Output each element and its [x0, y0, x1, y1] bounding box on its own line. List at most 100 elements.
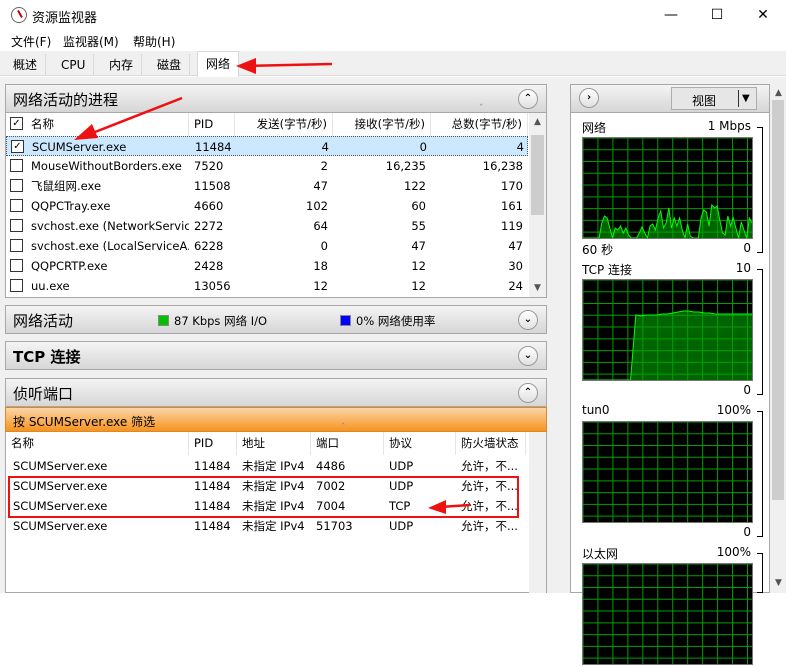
table-row[interactable]: svchost.exe (NetworkServic... 2272 64 55 119 [6, 216, 528, 236]
column-header-port[interactable]: ˆ 端口 [311, 424, 384, 455]
listening-section-header[interactable]: 侦听端口 ⌃ [5, 378, 547, 407]
pid: 11484 [195, 140, 232, 154]
tab-network[interactable]: 网络 [197, 51, 240, 77]
graph-chart [582, 279, 753, 381]
address: 未指定 IPv4 [242, 519, 305, 533]
processes-table: ✓ 名称 PID 发送(字节/秒) 接收(字节/秒) ˇ 总数(字节/秒) ✓ SCU… [5, 105, 547, 298]
receive-rate: 0 [419, 140, 427, 154]
pid: 7520 [194, 159, 224, 173]
graph-scale-bracket [757, 127, 763, 253]
total-rate: 170 [501, 179, 523, 193]
row-checkbox[interactable] [10, 199, 23, 212]
table-row[interactable]: QQPCRTP.exe 2428 18 12 30 [6, 256, 528, 276]
protocol: UDP [389, 519, 414, 533]
total-rate: 30 [508, 259, 523, 273]
tab-overview[interactable]: 概述 [5, 54, 47, 76]
table-row[interactable]: SCUMServer.exe 11484 未指定 IPv4 4486 UDP 允许，不..… [6, 456, 528, 476]
column-header-protocol[interactable]: 协议 [384, 432, 456, 455]
receive-rate: 12 [411, 279, 426, 293]
column-header-name[interactable]: 名称 [6, 432, 189, 455]
select-all-checkbox[interactable]: ✓ [10, 117, 23, 130]
menu-file[interactable]: 文件(F) [11, 35, 52, 49]
protocol: UDP [389, 479, 414, 493]
column-header-firewall[interactable]: 防火墙状态 [456, 432, 526, 455]
table-row[interactable]: 飞鼠组网.exe 11508 47 122 170 [6, 176, 528, 196]
send-rate: 47 [313, 179, 328, 193]
expand-down-icon[interactable]: ⌄ [518, 310, 538, 330]
scroll-up-icon[interactable]: ▲ [775, 88, 782, 98]
tab-memory[interactable]: 内存 [101, 54, 143, 76]
chart-svg [582, 563, 752, 664]
column-header-name[interactable]: ✓ 名称 [6, 113, 189, 136]
processes-section-header[interactable]: 网络活动的进程 ⌃ [5, 84, 547, 113]
row-checkbox[interactable] [10, 279, 23, 292]
graphs-header: › 视图 ▼ [571, 85, 769, 113]
tab-disk[interactable]: 磁盘 [149, 54, 191, 76]
total-rate: 4 [516, 140, 524, 154]
firewall-status: 允许，不... [461, 459, 518, 473]
table-row[interactable]: svchost.exe (LocalServiceA... 6228 0 47 47 [6, 236, 528, 256]
pid: 13056 [194, 279, 231, 293]
column-header-address[interactable]: 地址 [237, 432, 311, 455]
row-checkbox[interactable] [10, 259, 23, 272]
table-row[interactable]: ✓ SCUMServer.exe 11484 4 0 4 [6, 136, 528, 156]
listening-scrollbar[interactable] [529, 432, 546, 593]
tab-cpu[interactable]: CPU [53, 54, 95, 76]
firewall-status: 允许，不... [461, 479, 518, 493]
table-row[interactable]: SCUMServer.exe 11484 未指定 IPv4 7004 TCP 允许，不..… [6, 496, 528, 516]
chevron-right-icon[interactable]: › [579, 88, 599, 108]
tab-bar: 概述 CPU 内存 磁盘 网络 [0, 51, 786, 77]
network-usage-legend-icon [340, 315, 351, 326]
row-checkbox[interactable]: ✓ [11, 140, 24, 153]
view-label: 视图 [692, 94, 717, 108]
collapse-up-icon[interactable]: ⌃ [518, 89, 538, 109]
row-checkbox[interactable] [10, 159, 23, 172]
process-name: SCUMServer.exe [13, 479, 108, 493]
dropdown-arrow-icon[interactable]: ▼ [738, 90, 750, 107]
table-row[interactable]: SCUMServer.exe 11484 未指定 IPv4 51703 UDP 允许，不.… [6, 516, 528, 536]
process-name: SCUMServer.exe [13, 499, 108, 513]
expand-down-icon[interactable]: ⌄ [518, 346, 538, 366]
row-checkbox[interactable] [10, 219, 23, 232]
window-title: 资源监视器 [32, 11, 98, 26]
maximize-button[interactable]: ☐ [710, 7, 724, 23]
menu-monitor[interactable]: 监视器(M) [63, 35, 119, 49]
tcp-section-header[interactable]: TCP 连接 ⌄ [5, 341, 547, 370]
sort-descending-icon: ˇ [479, 104, 484, 114]
view-dropdown[interactable]: 视图 ▼ [671, 87, 757, 110]
column-header-pid[interactable]: PID [189, 113, 235, 136]
protocol: TCP [389, 499, 411, 513]
table-row[interactable]: uu.exe 13056 12 12 24 [6, 276, 528, 296]
row-checkbox[interactable] [10, 239, 23, 252]
scroll-thumb[interactable] [772, 100, 784, 500]
column-header-send[interactable]: 发送(字节/秒) [235, 113, 333, 136]
chart-svg [582, 137, 753, 240]
column-label: 名称 [31, 117, 54, 131]
processes-scrollbar[interactable]: ▲ ▼ [529, 113, 546, 297]
graphs-scrollbar[interactable]: ▲ ▼ [770, 84, 786, 593]
table-row[interactable]: QQPCTray.exe 4660 102 60 161 [6, 196, 528, 216]
table-row[interactable]: MouseWithoutBorders.exe 7520 2 16,235 16,238 [6, 156, 528, 176]
column-header-total[interactable]: ˇ 总数(字节/秒) [431, 105, 528, 136]
filter-bar[interactable]: 按 SCUMServer.exe 筛选 [5, 407, 547, 432]
graph-chart [582, 421, 753, 523]
column-header-receive[interactable]: 接收(字节/秒) [333, 113, 431, 136]
network-io-value: 87 Kbps 网络 I/O [174, 314, 268, 328]
scroll-down-icon[interactable]: ▼ [534, 283, 541, 293]
collapse-up-icon[interactable]: ⌃ [518, 383, 538, 403]
graph-min: 0 [743, 241, 751, 255]
scroll-up-icon[interactable]: ▲ [534, 117, 541, 127]
section-title: TCP 连接 [13, 348, 81, 366]
menu-help[interactable]: 帮助(H) [133, 35, 176, 49]
table-row[interactable]: SCUMServer.exe 11484 未指定 IPv4 7002 UDP 允许，不..… [6, 476, 528, 496]
scroll-thumb[interactable] [531, 135, 544, 215]
graph-title: 以太网 [582, 547, 619, 561]
scroll-down-icon[interactable]: ▼ [775, 578, 782, 588]
address: 未指定 IPv4 [242, 499, 305, 513]
process-name: SCUMServer.exe [32, 140, 127, 154]
column-header-pid[interactable]: PID [189, 432, 237, 455]
minimize-button[interactable]: — [664, 7, 678, 23]
network-activity-section-header[interactable]: 网络活动 87 Kbps 网络 I/O 0% 网络使用率 ⌄ [5, 305, 547, 334]
row-checkbox[interactable] [10, 179, 23, 192]
close-button[interactable]: ✕ [757, 7, 769, 23]
